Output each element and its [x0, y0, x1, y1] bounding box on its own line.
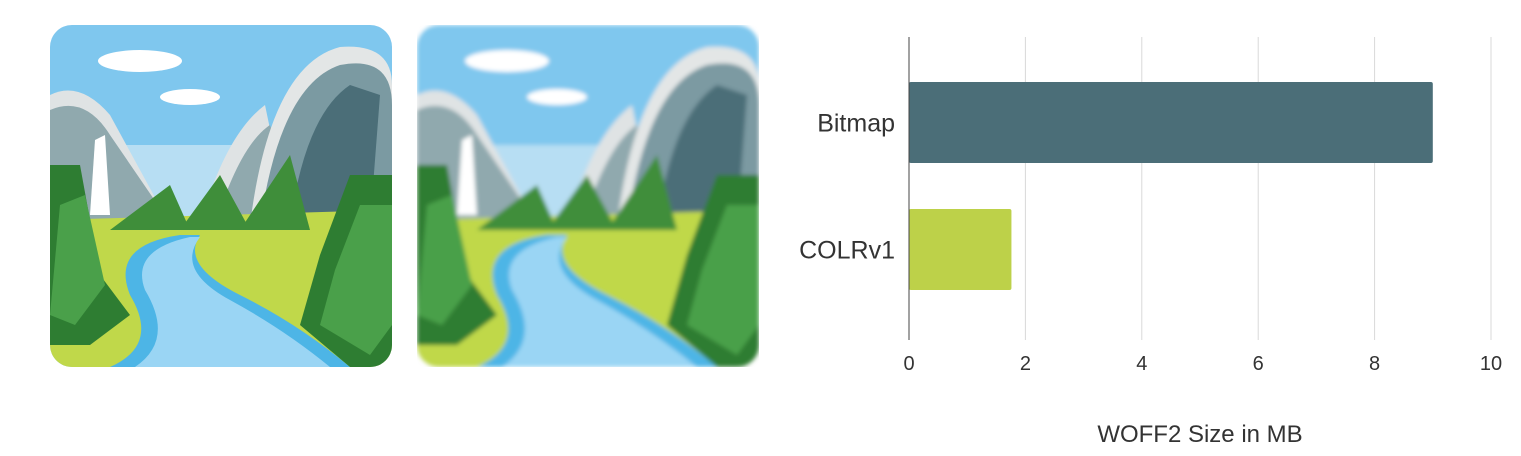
x-tick-label: 6	[1253, 353, 1264, 375]
bar-colrv1	[909, 209, 1012, 290]
x-tick-label: 0	[903, 353, 914, 375]
x-tick-label: 2	[1020, 353, 1031, 375]
category-label: Bitmap	[817, 110, 895, 138]
x-tick-label: 4	[1136, 353, 1147, 375]
x-tick-label: 10	[1480, 353, 1502, 375]
x-tick-label: 8	[1369, 353, 1380, 375]
category-label: COLRv1	[799, 237, 895, 265]
bar-bitmap	[909, 82, 1433, 163]
x-axis-label: WOFF2 Size in MB	[1097, 421, 1302, 448]
